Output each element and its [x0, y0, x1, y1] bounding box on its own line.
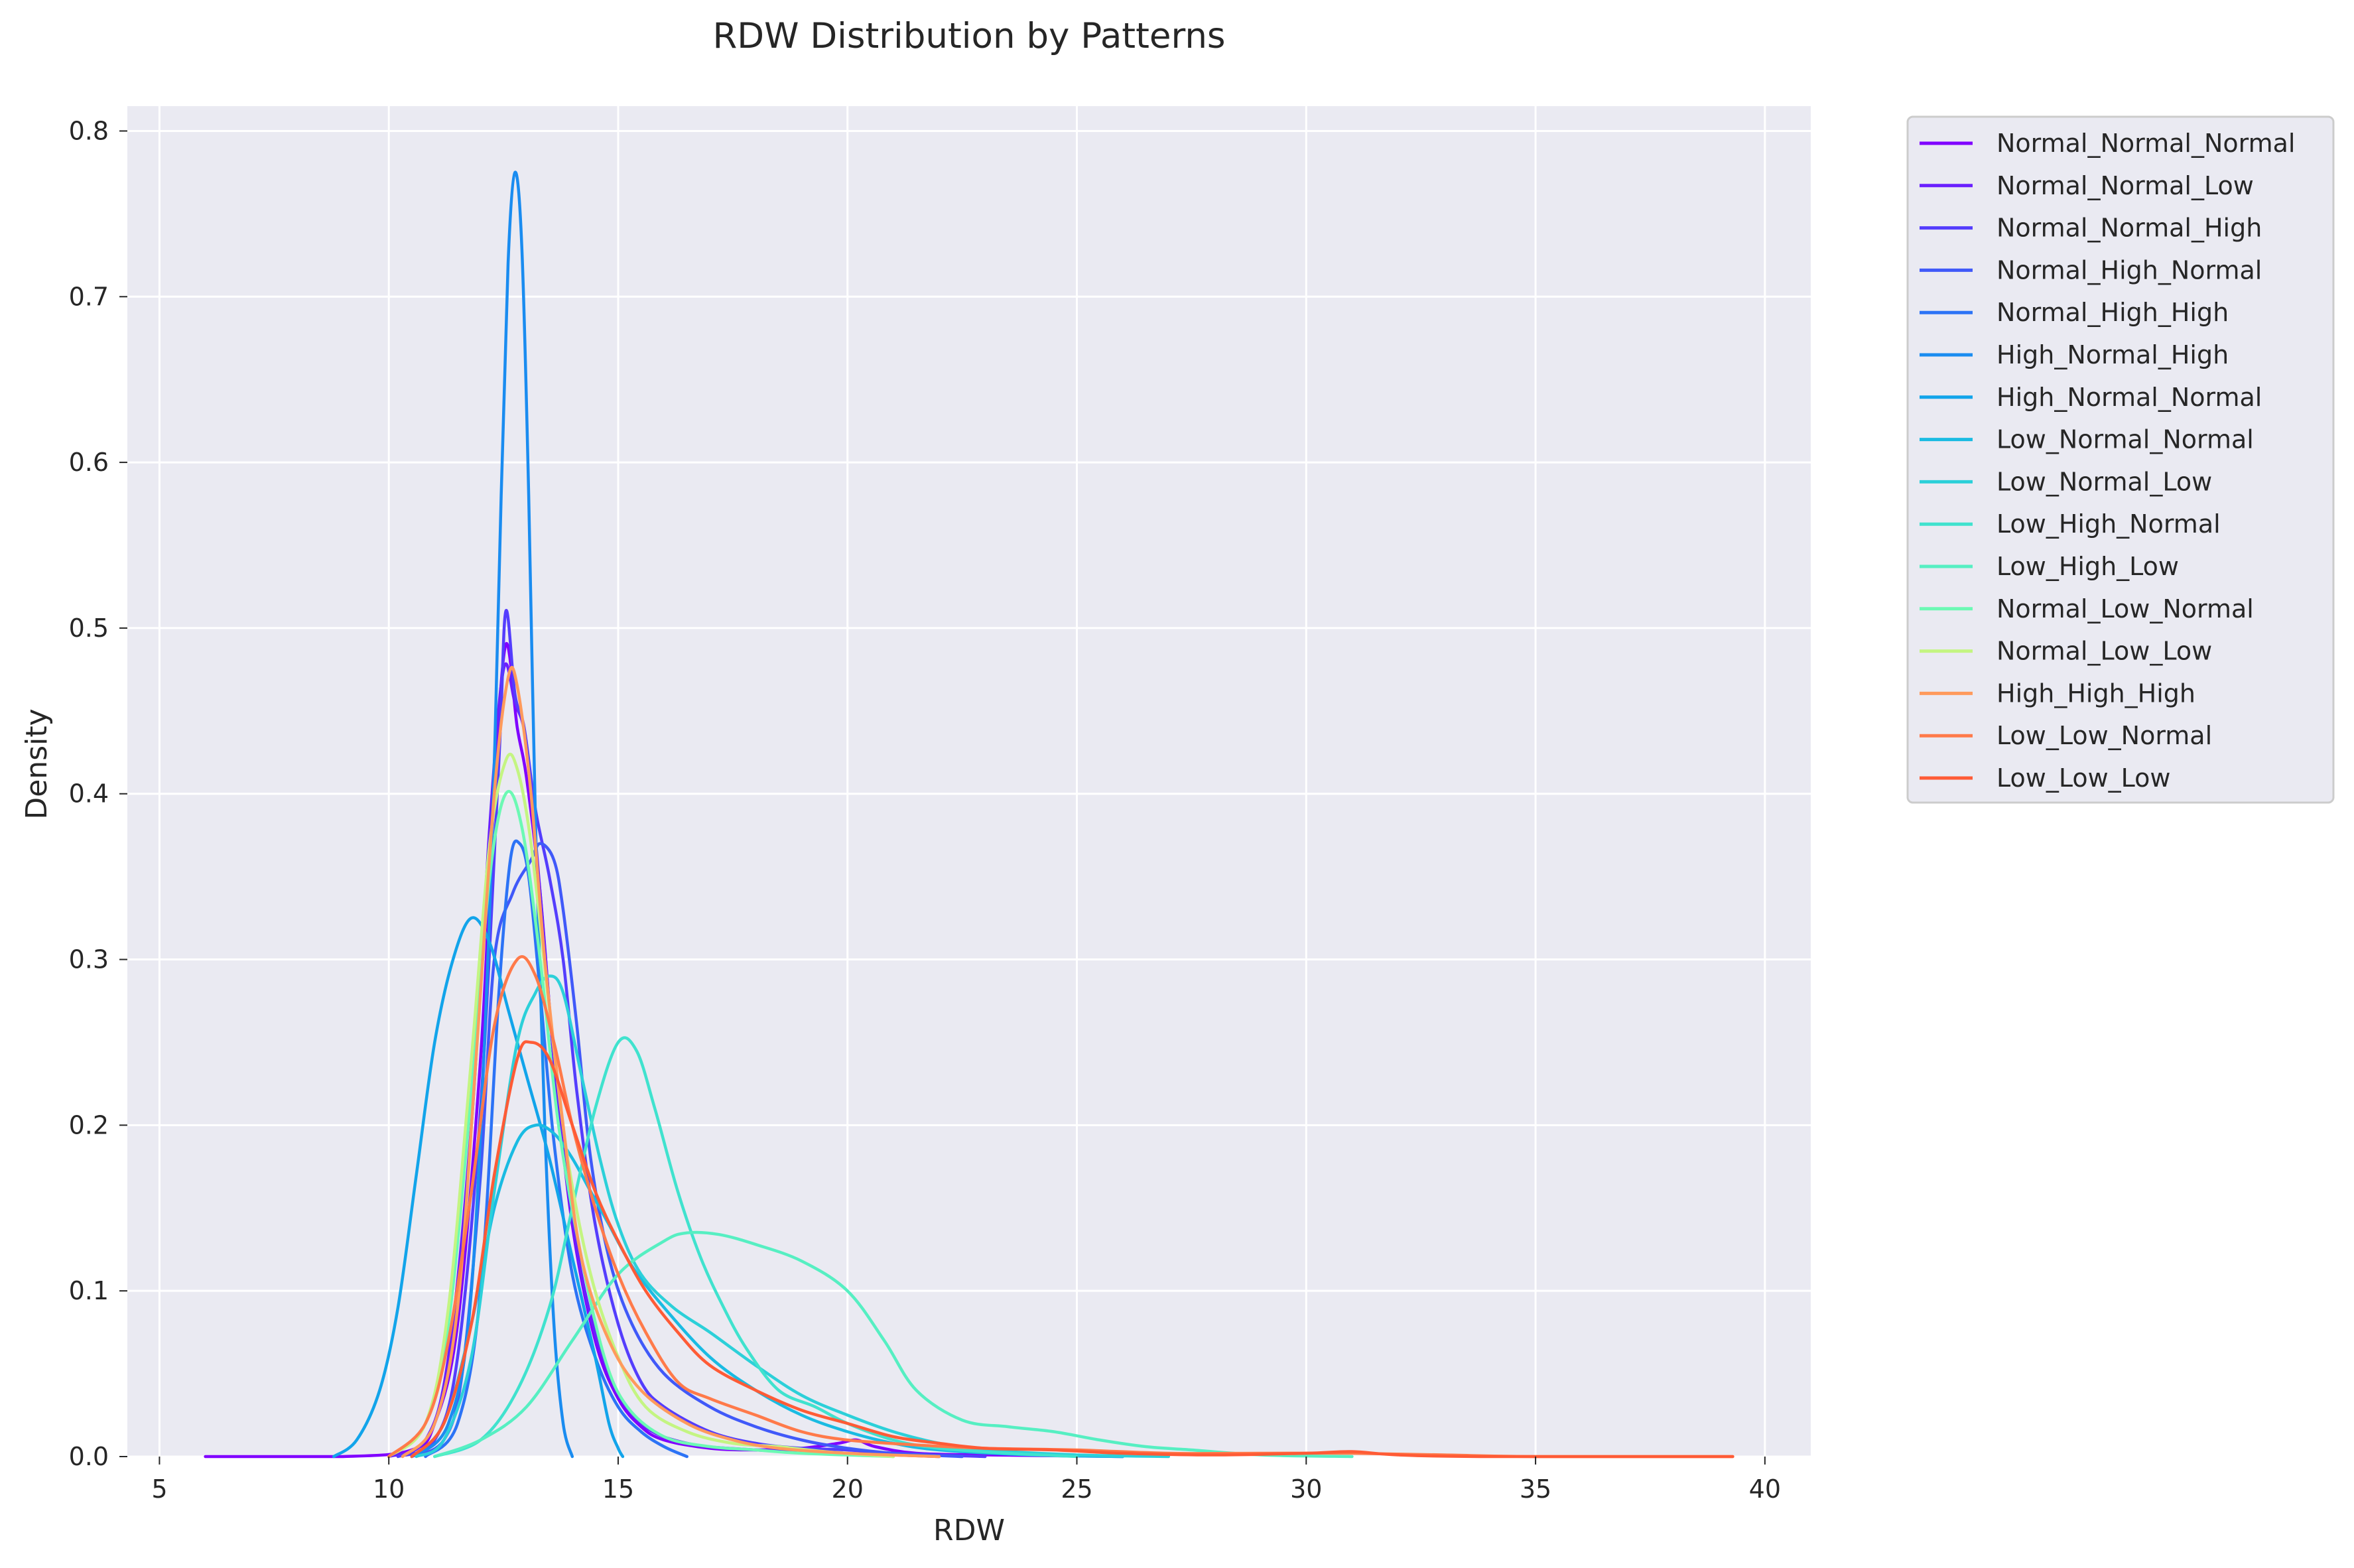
plot-area — [127, 106, 1811, 1457]
series-line-low-high-normal — [433, 1036, 1079, 1459]
legend-label: Normal_Low_Low — [1996, 637, 2212, 666]
chart-title: RDW Distribution by Patterns — [712, 16, 1225, 56]
legend-entry: Low_Low_Normal — [1920, 721, 2212, 750]
y-tick-label: 0.6 — [69, 448, 109, 477]
series-line-high-normal-normal — [332, 916, 625, 1459]
series-line-low-normal-low — [415, 974, 1171, 1459]
legend-entry: Normal_Low_Normal — [1920, 594, 2254, 623]
legend-label: High_High_High — [1996, 679, 2195, 708]
x-tick-label: 25 — [1061, 1474, 1092, 1504]
legend-label: High_Normal_Normal — [1996, 383, 2262, 412]
legend-label: Low_Normal_Low — [1996, 467, 2212, 496]
legend-entry: Low_Low_Low — [1920, 763, 2171, 793]
series-line-normal-high-normal — [410, 842, 964, 1459]
y-tick-label: 0.1 — [69, 1276, 109, 1305]
y-tick-label: 0.5 — [69, 614, 109, 643]
legend-entry: High_High_High — [1920, 679, 2195, 708]
legend: Normal_Normal_Normal Normal_Normal_Low Nor… — [1906, 115, 2335, 804]
legend-entry: Normal_Low_Low — [1920, 637, 2212, 666]
y-tick-label: 0.3 — [69, 945, 109, 974]
legend-items: Normal_Normal_Normal Normal_Normal_Low Nor… — [1920, 129, 2295, 793]
legend-label: Normal_Low_Normal — [1996, 594, 2254, 623]
legend-box — [1906, 115, 2335, 804]
legend-entry: Normal_High_Normal — [1920, 255, 2262, 285]
legend-entry: High_Normal_Normal — [1920, 383, 2262, 412]
y-tick-label: 0.7 — [69, 282, 109, 311]
legend-label: Normal_High_High — [1996, 298, 2229, 327]
legend-entry: Low_Normal_Low — [1920, 467, 2212, 496]
legend-entry: Normal_Normal_Normal — [1920, 129, 2295, 158]
legend-entry: Low_Normal_Normal — [1920, 425, 2254, 454]
x-tick-label: 10 — [373, 1474, 405, 1504]
x-axis-label: RDW — [933, 1514, 1005, 1547]
x-axis-ticks: 5 10 15 20 25 30 35 40 — [151, 1457, 1781, 1504]
legend-label: Normal_Normal_Normal — [1996, 129, 2295, 158]
legend-entry: High_Normal_High — [1920, 340, 2229, 369]
grid-lines — [127, 106, 1811, 1458]
series-line-low-high-low — [433, 1230, 1354, 1459]
legend-label: Low_Normal_Normal — [1996, 425, 2254, 454]
y-tick-label: 0.2 — [69, 1110, 109, 1140]
x-tick-label: 20 — [832, 1474, 864, 1504]
legend-label: Low_Low_Low — [1996, 763, 2171, 793]
series-line-normal-low-normal — [387, 789, 895, 1459]
x-tick-label: 15 — [602, 1474, 634, 1504]
legend-label: Low_Low_Normal — [1996, 721, 2212, 750]
y-tick-label: 0.0 — [69, 1442, 109, 1471]
legend-label: Normal_Normal_High — [1996, 214, 2262, 243]
series-line-low-low-low — [410, 1040, 1734, 1459]
x-tick-label: 35 — [1520, 1474, 1551, 1504]
legend-entry: Low_High_Normal — [1920, 509, 2221, 539]
y-axis-label: Density — [20, 708, 54, 819]
y-tick-label: 0.4 — [69, 779, 109, 809]
legend-entry: Low_High_Low — [1920, 552, 2179, 581]
legend-label: Normal_High_Normal — [1996, 255, 2262, 285]
x-tick-label: 40 — [1749, 1474, 1781, 1504]
y-tick-label: 0.8 — [69, 116, 109, 145]
legend-entry: Normal_High_High — [1920, 298, 2229, 327]
x-tick-label: 30 — [1290, 1474, 1322, 1504]
legend-label: Low_High_Normal — [1996, 509, 2221, 539]
legend-label: High_Normal_High — [1996, 340, 2229, 369]
legend-entry: Normal_Normal_High — [1920, 214, 2262, 243]
legend-label: Normal_Normal_Low — [1996, 171, 2254, 200]
x-tick-label: 5 — [151, 1474, 167, 1504]
series-layer — [204, 170, 1734, 1459]
legend-entry: Normal_Normal_Low — [1920, 171, 2254, 200]
y-axis-ticks: 0.0 0.1 0.2 0.3 0.4 0.5 0.6 0.7 0.8 — [69, 116, 127, 1471]
legend-label: Low_High_Low — [1996, 552, 2179, 581]
series-line-high-high-high — [401, 666, 941, 1459]
